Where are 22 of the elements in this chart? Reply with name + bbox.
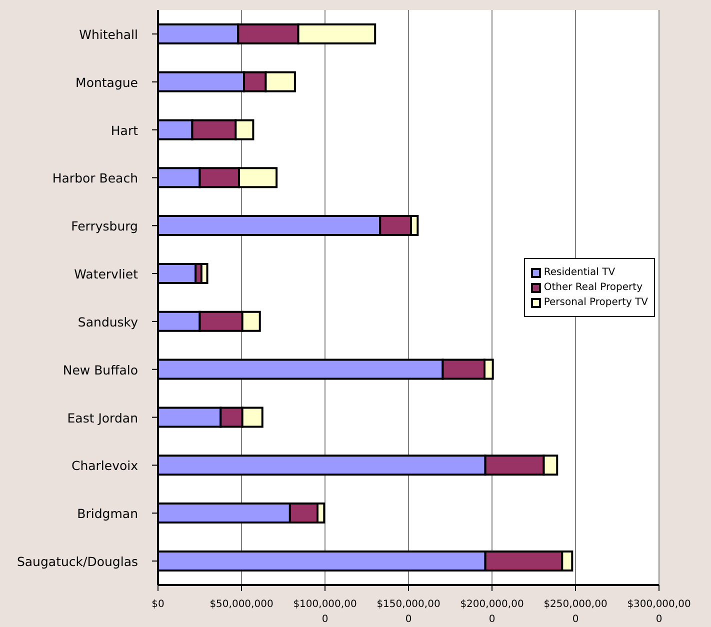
y-tick-label: Whitehall [79, 26, 138, 42]
x-tick-label: $250,000,000 [544, 599, 608, 625]
y-tick-label: Ferrysburg [71, 218, 138, 234]
x-tick-label: $150,000,000 [376, 599, 440, 625]
y-tick-label: Montague [76, 74, 138, 90]
y-tick-label: Bridgman [77, 506, 138, 522]
x-tick-label: $50,000,000 [210, 599, 274, 610]
y-tick-label: Watervliet [74, 266, 138, 282]
y-tick-label: East Jordan [67, 410, 138, 426]
y-tick-label: Harbor Beach [52, 170, 138, 186]
legend-label: Personal Property TV [544, 297, 648, 308]
x-tick-label: $100,000,000 [293, 599, 357, 625]
x-tick-label: $200,000,000 [460, 599, 524, 625]
y-tick-label: New Buffalo [62, 362, 138, 378]
legend-label: Other Real Property [544, 282, 642, 293]
y-tick-label: Hart [110, 122, 138, 138]
x-tick-label: $0 [152, 599, 164, 610]
legend-label: Residential TV [544, 267, 616, 278]
y-tick-label: Saugatuck/Douglas [16, 554, 138, 570]
y-tick-label: Sandusky [78, 314, 139, 330]
y-tick-label: Charlevoix [71, 458, 138, 474]
x-tick-label: $300,000,000 [627, 599, 691, 625]
